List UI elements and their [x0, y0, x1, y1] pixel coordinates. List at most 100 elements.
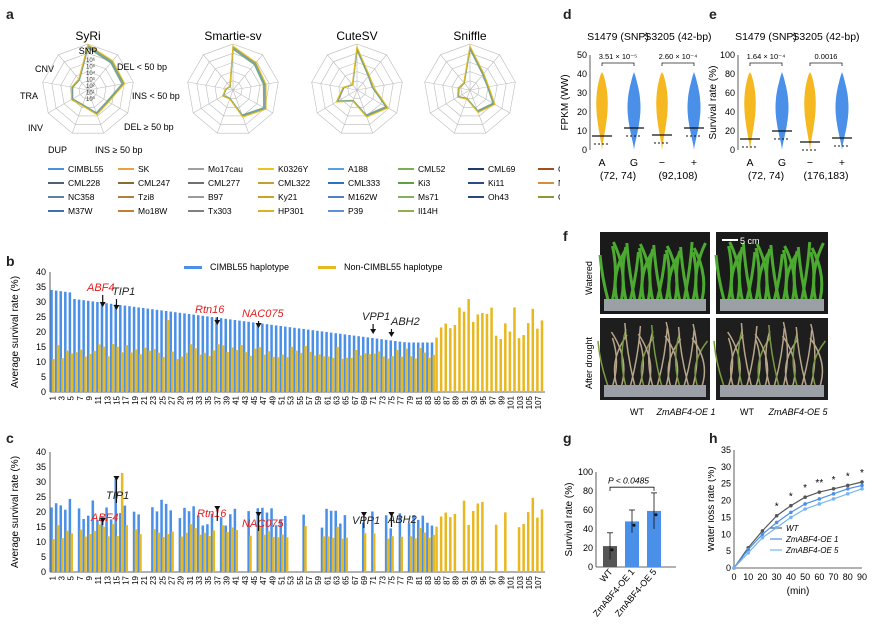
bar-cimbl55: [229, 514, 232, 572]
x-tick-label: 7: [76, 575, 85, 580]
legend-label: CIMBL55: [68, 164, 104, 174]
group-label: +: [691, 157, 697, 169]
x-tick-label: 9: [85, 395, 94, 400]
plant-leaf: [784, 254, 798, 301]
x-tick-label: 11: [94, 575, 103, 584]
bar-non-cimbl55: [531, 497, 535, 572]
x-tick-label: 73: [378, 575, 387, 584]
bar-non-cimbl55: [504, 323, 507, 392]
bar-cimbl55: [380, 339, 383, 392]
bar-non-cimbl55: [308, 351, 312, 392]
bar-cimbl55: [100, 302, 104, 392]
x-tick-label: 25: [158, 575, 167, 584]
gene-label: NAC075: [242, 308, 284, 320]
bar-non-cimbl55: [180, 536, 183, 572]
radar-spoke: [469, 89, 510, 114]
series-point: [746, 551, 751, 555]
series-point: [774, 513, 779, 518]
bar-non-cimbl55: [522, 335, 525, 392]
bar-non-cimbl55: [249, 355, 252, 392]
x-tick-label: 45: [250, 395, 259, 404]
bar-non-cimbl55: [56, 525, 60, 572]
radar-title: Smartie-sv: [204, 29, 261, 43]
scale-label: 5 cm: [740, 236, 760, 246]
bar-cimbl55: [210, 513, 214, 572]
bar-cimbl55: [352, 335, 356, 392]
photo-caption: ZmABF4-OE 5: [767, 407, 828, 417]
x-tick-label: 51: [277, 395, 286, 404]
allele-title: S3205 (42-bp): [644, 31, 711, 43]
bar-cimbl55: [82, 519, 85, 572]
group-label: −: [659, 157, 665, 169]
bar-cimbl55: [384, 515, 388, 572]
y-tick-label: 35: [36, 462, 46, 472]
bar-cimbl55: [91, 301, 95, 392]
series-point: [831, 497, 836, 501]
bar-cimbl55: [407, 342, 411, 392]
radar-grid-ring: [42, 43, 134, 134]
bar-cimbl55: [426, 342, 429, 392]
x-tick-label: 60: [814, 572, 824, 582]
bar-non-cimbl55: [481, 312, 484, 392]
bar-non-cimbl55: [345, 357, 348, 392]
radar-grid-ring: [424, 43, 516, 134]
bar-non-cimbl55: [350, 357, 353, 392]
bar-non-cimbl55: [526, 512, 530, 572]
series-point: [774, 525, 779, 530]
radar-axis-label: DEL ≥ 50 bp: [124, 122, 174, 132]
bar-cimbl55: [224, 525, 227, 572]
legend-label: Ky21: [278, 192, 298, 202]
radar-title: SyRi: [75, 29, 100, 43]
bar-cimbl55: [389, 340, 392, 392]
bar-non-cimbl55: [180, 356, 183, 392]
plant-leaf: [812, 340, 827, 387]
plant-photo-panel: Watered After drought 5 cm WT ZmABF4-OE 1 WT Z…: [584, 232, 828, 417]
radar-axis-label: DEL < 50 bp: [117, 62, 167, 72]
x-tick-label: 3: [57, 395, 66, 400]
x-tick-label: 0: [731, 572, 736, 582]
radar-title: Sniffle: [453, 29, 486, 43]
x-tick-label: 41: [232, 395, 241, 404]
y-tick-label: 40: [577, 69, 587, 79]
gene-label: VPP1: [362, 311, 390, 323]
bar-cimbl55: [105, 303, 108, 392]
plant-leaf: [796, 246, 808, 301]
bar-non-cimbl55: [125, 345, 128, 392]
bar-cimbl55: [82, 300, 85, 392]
bar-non-cimbl55: [97, 344, 101, 392]
bar-cimbl55: [233, 320, 237, 392]
significance-bracket: [601, 62, 635, 66]
bar-cimbl55: [77, 508, 81, 572]
pot-tray: [604, 299, 706, 311]
bar-cimbl55: [316, 330, 319, 392]
radar-series-line: [221, 44, 267, 118]
radar-spoke: [203, 54, 234, 91]
bar-non-cimbl55: [267, 531, 271, 572]
y-tick-label: 20: [577, 107, 587, 117]
x-tick-label: 61: [323, 395, 332, 404]
bar-non-cimbl55: [258, 347, 261, 392]
x-tick-label: 40: [786, 572, 796, 582]
bar-non-cimbl55: [354, 350, 358, 392]
bar-cimbl55: [206, 316, 209, 392]
x-tick-label: 43: [241, 575, 250, 584]
bar-cimbl55: [155, 309, 159, 392]
plant-leaf: [613, 250, 627, 301]
bar-non-cimbl55: [476, 314, 480, 392]
y-tick-label: 0: [730, 145, 735, 155]
series-point: [760, 529, 765, 533]
bar-non-cimbl55: [409, 536, 413, 572]
legend-label: CML69: [488, 164, 516, 174]
bar-non-cimbl55: [391, 536, 394, 572]
legend-label: Tzi8: [138, 192, 154, 202]
bar-non-cimbl55: [313, 355, 316, 392]
x-tick-label: 103: [516, 575, 525, 589]
y-tick-label: 100: [720, 50, 735, 60]
x-tick-label: 19: [131, 395, 140, 404]
bar-non-cimbl55: [185, 532, 188, 572]
x-tick-label: 95: [479, 395, 488, 404]
plant-leaf: [765, 248, 772, 301]
bar-non-cimbl55: [226, 351, 229, 392]
bar-non-cimbl55: [230, 347, 234, 392]
